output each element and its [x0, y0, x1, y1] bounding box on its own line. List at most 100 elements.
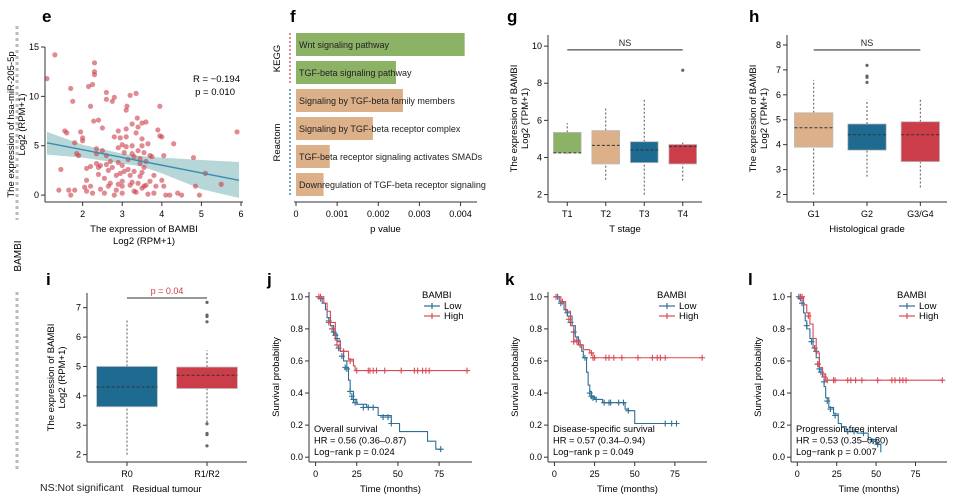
scatter-point	[91, 60, 98, 66]
scatter-point	[151, 190, 157, 196]
scatter-point	[131, 168, 137, 174]
y-tick-label: 0.0	[772, 452, 785, 462]
x-axis-title: Log2 (RPM+1)	[113, 236, 175, 247]
legend-label: Low	[919, 301, 937, 312]
side-label: BAMBI	[13, 240, 24, 271]
censor-mark	[348, 393, 355, 400]
scatter-point	[115, 128, 121, 134]
x-tick-label: 25	[590, 469, 600, 479]
scatter-point	[95, 117, 102, 123]
x-tick-label: 0	[795, 469, 800, 479]
censor-mark	[805, 313, 812, 320]
scatter-point	[161, 183, 167, 189]
x-tick-label: 2	[80, 209, 85, 219]
scatter-point	[103, 161, 109, 168]
censor-mark	[317, 293, 324, 300]
box	[176, 366, 238, 389]
y-tick-label: 10	[532, 41, 542, 51]
y-tick-label: 5	[776, 115, 781, 125]
regression-line	[46, 142, 240, 181]
censor-mark	[620, 399, 627, 406]
km-curve-high	[797, 296, 943, 381]
y-tick-label: 0.8	[290, 324, 303, 334]
censor-mark	[821, 374, 828, 380]
censor-mark	[333, 341, 340, 348]
scatter-point	[125, 166, 131, 173]
bar	[296, 33, 465, 56]
outlier-point	[205, 314, 209, 319]
censor-mark	[662, 420, 669, 427]
scatter-point	[72, 140, 78, 146]
scatter-point	[149, 153, 155, 160]
scatter-point	[141, 164, 147, 171]
panel-label: e	[42, 7, 51, 26]
censor-mark	[939, 377, 946, 384]
censor-mark	[588, 349, 595, 356]
censor-mark	[844, 428, 851, 435]
scatter-point	[137, 173, 143, 179]
scatter-point	[137, 160, 143, 167]
x-tick-label: R1/R2	[194, 469, 220, 479]
scatter-point	[101, 190, 107, 196]
y-tick-label: 1.0	[290, 292, 303, 302]
scatter-point	[121, 150, 127, 156]
scatter-point	[105, 183, 111, 189]
scatter-point	[155, 127, 161, 133]
panel-k-km: k 0.0 0.2 0.4 0.6 0.8 1.0 0 25 50 75 Survival proba…	[505, 270, 707, 495]
scatter-point	[91, 118, 97, 124]
scatter-point	[68, 192, 74, 198]
y-tick-label: 4	[76, 391, 81, 401]
y-tick-label: 0.4	[772, 388, 785, 398]
x-tick-label: 0	[293, 209, 298, 219]
y-axis-unit: Log2 (TPM+1)	[520, 88, 531, 149]
scatter-point	[141, 150, 147, 156]
box	[629, 141, 659, 164]
x-tick-label: 25	[832, 469, 842, 479]
scatter-point	[179, 192, 185, 198]
panel-label: g	[507, 7, 517, 26]
scatter-point	[129, 143, 135, 149]
scatter-point	[133, 90, 139, 97]
censor-mark	[573, 338, 580, 345]
y-tick-label: 4	[537, 152, 542, 162]
scatter-point	[145, 141, 151, 147]
bar-label: Downregulation of TGF-beta receptor sign…	[299, 180, 486, 190]
outlier-point	[205, 444, 209, 448]
scatter-point	[93, 160, 100, 167]
scatter-point	[91, 69, 98, 75]
x-tick-label: 0.004	[449, 209, 472, 219]
panel-j-km: j 0.0 0.2 0.4 0.6 0.8 1.0 0 25 50 75 Survival proba…	[266, 270, 472, 495]
y-tick-label: 0.8	[529, 324, 542, 334]
panel-e-scatter: e 0 5 10 15 2 3 4 5 6 The expression of hsa-miR-20…	[6, 7, 244, 247]
bar-label: Signaling by TGF-beta family members	[299, 96, 455, 106]
bar-label: Wnt signaling pathway	[299, 40, 390, 50]
panel-label: i	[46, 270, 51, 289]
x-tick-label: 75	[910, 469, 920, 479]
x-tick-label: 5	[199, 209, 204, 219]
x-axis-title: Time (months)	[597, 484, 658, 495]
y-tick-label: 1.0	[772, 292, 785, 302]
scatter-point	[109, 164, 115, 171]
scatter-point	[83, 188, 90, 194]
censor-mark	[352, 399, 359, 406]
panel-h-boxplot: h G1 G2 G3/G4 NS 2 3 4 5 6 7 8 The expression of BAM…	[748, 7, 947, 235]
x-tick-label: G2	[861, 209, 873, 219]
legend-title: BAMBI	[422, 290, 452, 301]
x-axis-title: Time (months)	[360, 484, 421, 495]
km-curve-high	[315, 296, 468, 372]
x-axis-title: Histological grade	[829, 224, 905, 235]
x-tick-label: 25	[352, 469, 362, 479]
scatter-point	[135, 148, 141, 154]
scatter-point	[119, 178, 125, 184]
censor-mark	[381, 367, 388, 374]
y-tick-label: 2	[537, 190, 542, 200]
y-axis-title: The expression of BAMBI	[748, 65, 759, 173]
km-annotation: HR = 0.56 (0.36–0.87)	[314, 436, 406, 446]
x-tick-label: 4	[159, 209, 164, 219]
panel-label: k	[505, 270, 515, 289]
scatter-point	[234, 129, 240, 135]
bar-label: Signaling by TGF-beta receptor complex	[299, 124, 461, 134]
scatter-point	[101, 175, 107, 181]
scatter-point	[129, 179, 135, 185]
scatter-point	[97, 162, 104, 169]
